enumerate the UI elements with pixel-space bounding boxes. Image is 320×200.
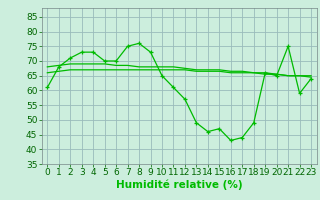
X-axis label: Humidité relative (%): Humidité relative (%) bbox=[116, 180, 243, 190]
